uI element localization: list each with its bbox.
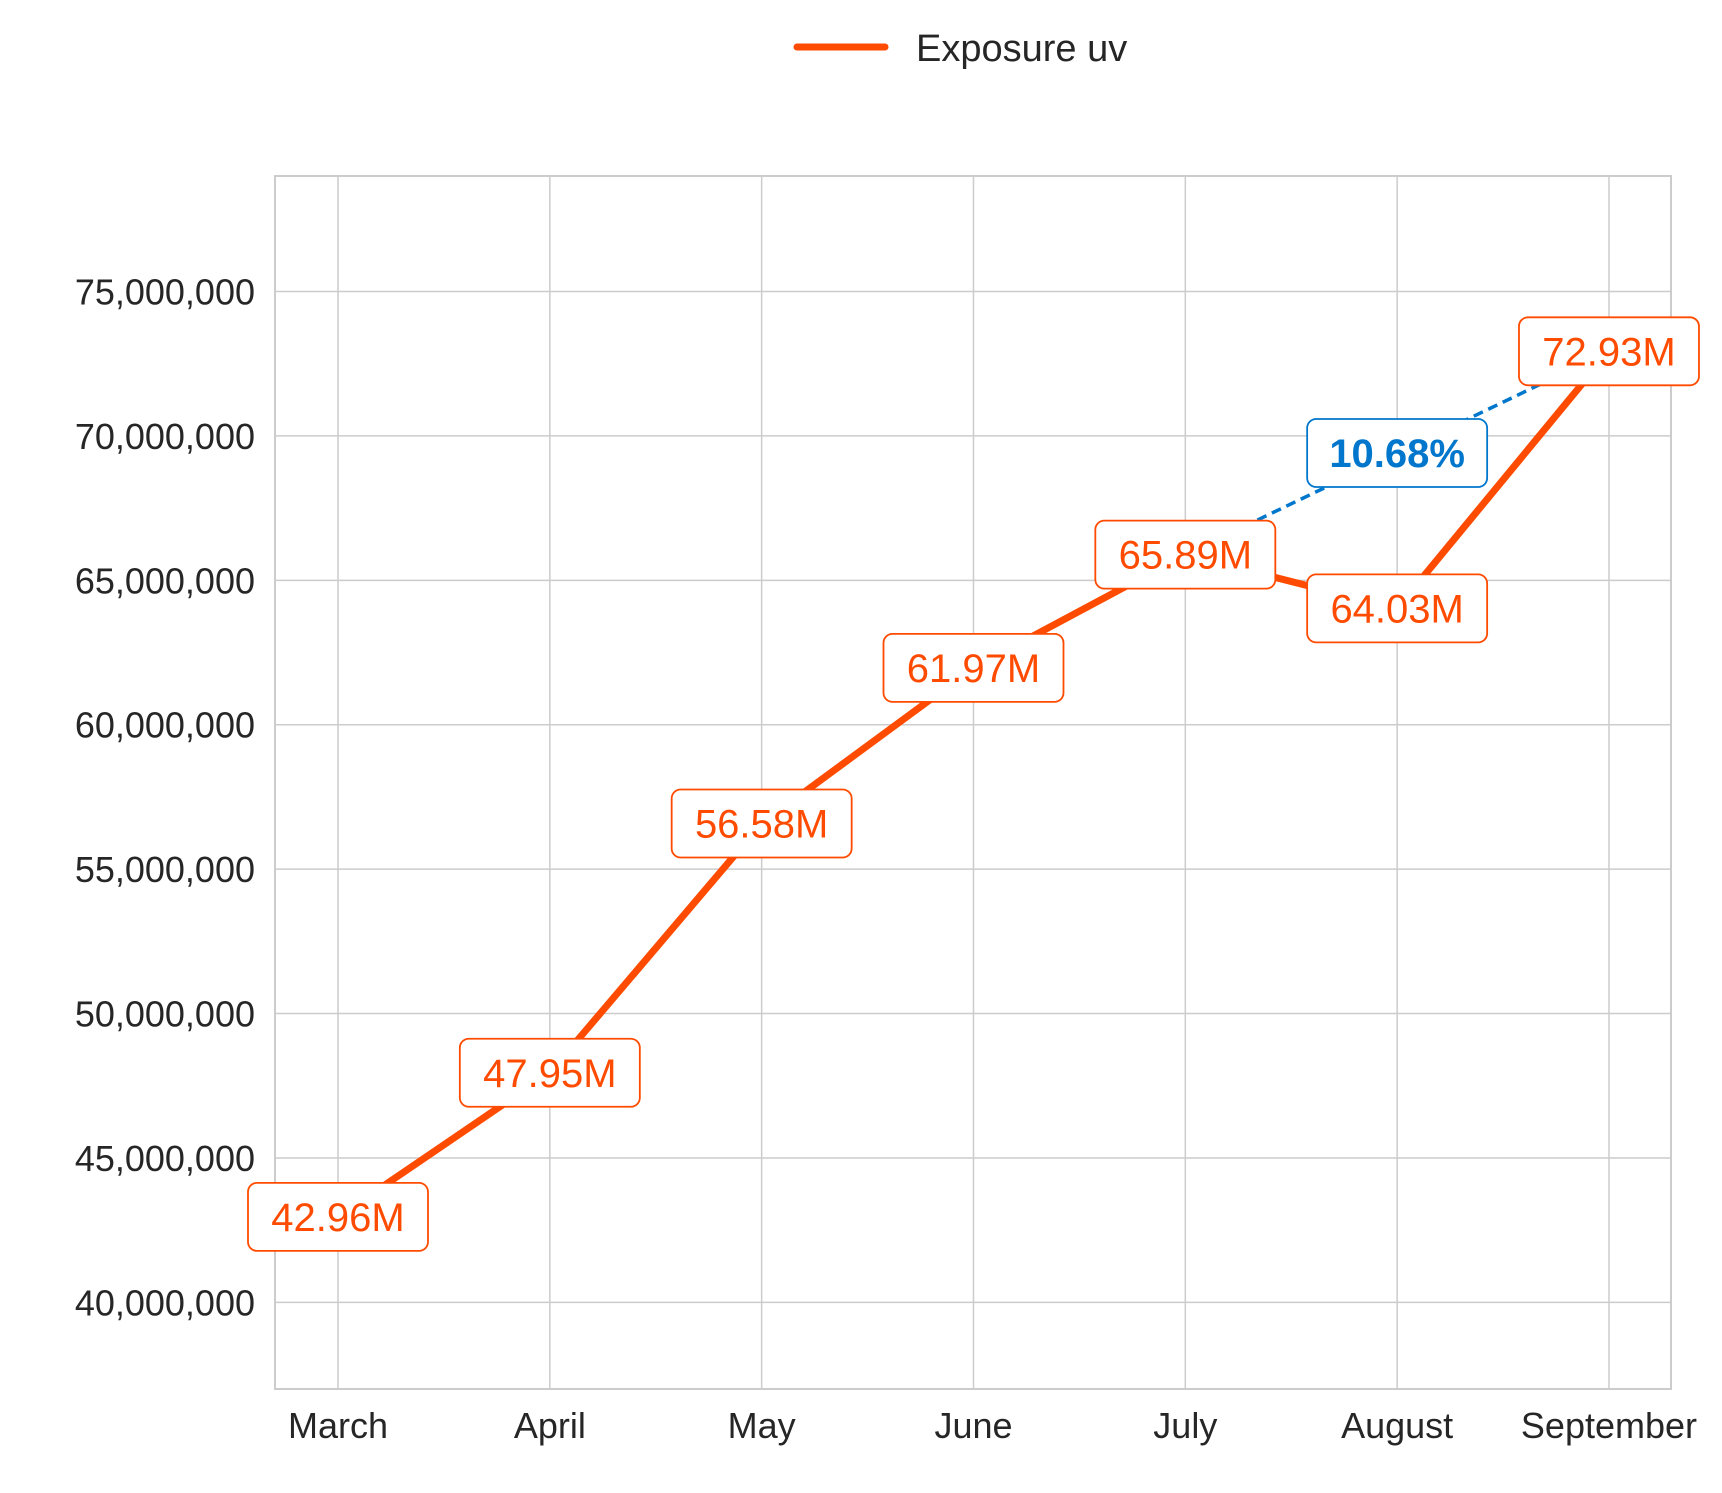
x-tick-label: August <box>1341 1405 1453 1446</box>
data-labels: 42.96M 47.95M 56.58M 61.97M 65.89M 64.03M 72.9… <box>247 316 1700 1252</box>
data-label-text: 61.97M <box>907 647 1040 691</box>
legend: Exposure uv <box>793 28 1127 70</box>
y-tick-label: 50,000,000 <box>75 994 255 1035</box>
x-tick-label: March <box>288 1405 388 1446</box>
data-label-text: 42.96M <box>271 1196 404 1240</box>
legend-label-exposure-uv: Exposure uv <box>916 28 1127 70</box>
data-label-box <box>670 788 853 859</box>
data-label-box <box>1094 519 1277 590</box>
data-label-box <box>1518 316 1700 387</box>
y-tick-label: 70,000,000 <box>75 416 255 457</box>
data-label: 56.58M <box>670 788 853 859</box>
plot-area-frame <box>274 175 1672 1390</box>
change-label-text: 10.68% <box>1329 432 1465 476</box>
data-label: 64.03M <box>1306 573 1489 644</box>
change-label-box <box>1306 418 1489 488</box>
data-label-box <box>1306 573 1489 644</box>
y-tick-label: 60,000,000 <box>75 705 255 746</box>
data-label-text: 47.95M <box>483 1052 616 1096</box>
y-tick-label: 75,000,000 <box>75 272 255 313</box>
data-label: 42.96M <box>247 1181 429 1252</box>
x-tick-label: July <box>1153 1405 1217 1446</box>
y-tick-label: 55,000,000 <box>75 849 255 890</box>
x-tick-label: May <box>728 1405 796 1446</box>
y-tick-label: 65,000,000 <box>75 560 255 601</box>
data-label: 72.93M <box>1518 316 1700 387</box>
data-label: 61.97M <box>882 632 1065 703</box>
data-label-box <box>458 1037 641 1108</box>
x-tick-label: April <box>514 1405 586 1446</box>
data-label-text: 56.58M <box>695 803 828 847</box>
grid-lines <box>275 176 1671 1389</box>
x-tick-label: June <box>934 1405 1012 1446</box>
y-tick-label: 45,000,000 <box>75 1138 255 1179</box>
y-tick-label: 40,000,000 <box>75 1282 255 1323</box>
data-label-text: 72.93M <box>1542 330 1675 374</box>
data-label: 65.89M <box>1094 519 1277 590</box>
data-label: 47.95M <box>458 1037 641 1108</box>
x-tick-label: September <box>1521 1405 1697 1446</box>
data-label-box <box>247 1181 429 1252</box>
y-axis-tick-labels: 40,000,000 45,000,000 50,000,000 55,000,000… <box>75 272 255 1324</box>
data-label-box <box>882 632 1065 703</box>
data-label-text: 65.89M <box>1119 534 1252 578</box>
data-label-text: 64.03M <box>1330 587 1463 631</box>
x-axis-tick-labels: March April May June July August September <box>288 1405 1697 1446</box>
